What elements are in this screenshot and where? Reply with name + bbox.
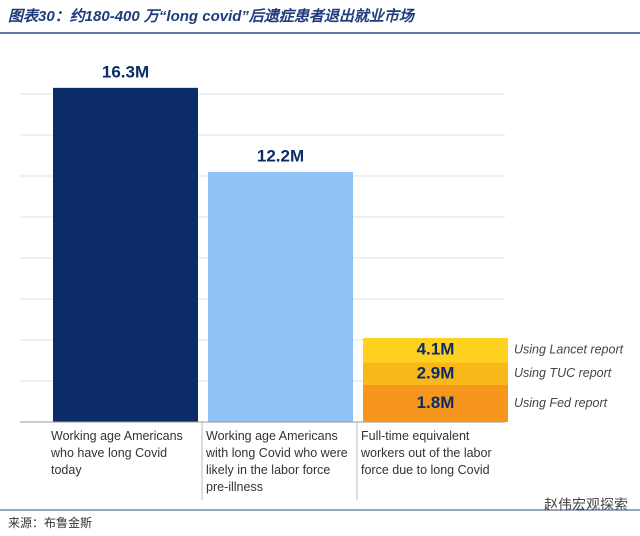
x-tick-label: Working age Americans who have long Covi… <box>51 429 183 477</box>
bar <box>208 171 353 422</box>
value-label: 2.9M <box>417 363 455 382</box>
chart-title: 图表30：约180-400 万“long covid”后遗症患者退出就业市场 <box>8 7 416 25</box>
x-tick-label: Full-time equivalent workers out of the … <box>361 429 492 477</box>
value-label: 16.3M <box>102 62 149 81</box>
source: 来源：布鲁金斯 <box>8 515 92 530</box>
value-label: 1.8M <box>417 393 455 412</box>
legend-label: Using TUC report <box>514 366 612 380</box>
legend-label: Using Fed report <box>514 396 608 410</box>
watermark: 赵伟宏观探索 <box>544 497 628 513</box>
x-tick-label: Working age Americans with long Covid wh… <box>206 429 348 494</box>
estimate-bar <box>363 385 508 422</box>
legend-label: Using Lancet report <box>514 343 624 357</box>
value-label: 12.2M <box>257 146 304 165</box>
bar <box>53 87 198 422</box>
value-label: 4.1M <box>417 340 455 359</box>
